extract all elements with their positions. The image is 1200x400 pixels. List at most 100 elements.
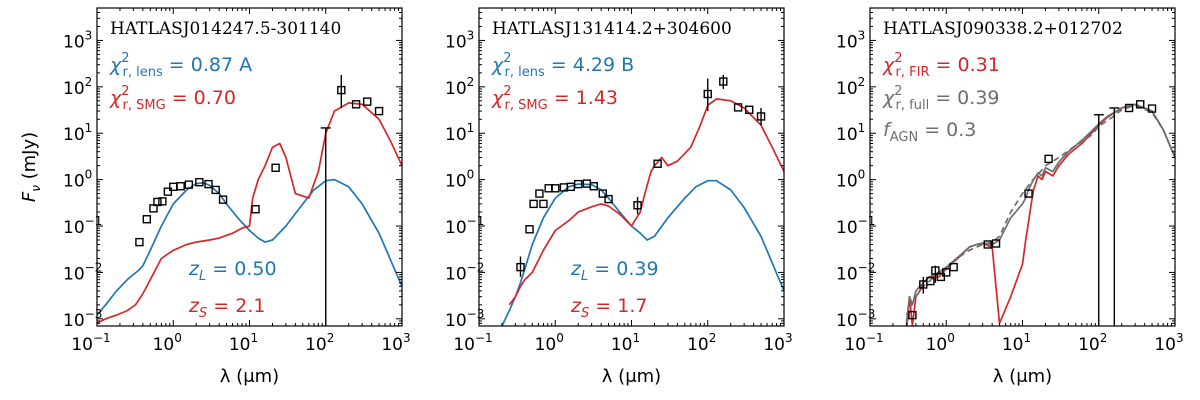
x-tick-label: 10−1 [71, 331, 110, 355]
y-tick-label: 101 [63, 121, 92, 145]
y-axis-label: Fν (mJy) [19, 132, 43, 202]
y-tick-label: 103 [63, 28, 92, 52]
data-point [374, 106, 384, 116]
y-tick-label: 100 [445, 168, 474, 192]
data-point [1136, 100, 1145, 109]
annotation-line2: χ2 r, SMG = 0.70 [109, 84, 236, 113]
data-point [598, 189, 607, 198]
axis-ticks [96, 7, 403, 327]
x-axis-label: λ (μm) [220, 366, 279, 387]
plot-area [905, 100, 1175, 326]
y-tick-label: 102 [836, 75, 865, 99]
data-point [184, 180, 194, 189]
data-point [551, 184, 560, 193]
data-point [703, 89, 712, 99]
annotation-zs: zS = 2.1 [188, 295, 265, 321]
data-point [211, 185, 220, 195]
data-point [633, 201, 642, 210]
y-tick-label: 10−2 [836, 260, 875, 284]
series-lens-line [97, 178, 402, 316]
plot-area [97, 74, 402, 326]
x-tick-label: 103 [763, 331, 792, 355]
panel-agn: 10−1 100 101 102 103 10−3 10−2 10−1 100 101 102 103… [836, 7, 1184, 387]
y-tick-label: 102 [445, 75, 474, 99]
data-point [1124, 103, 1134, 113]
data-point [535, 189, 544, 198]
x-axis-label: λ (μm) [993, 366, 1052, 387]
x-tick-label: 102 [687, 331, 716, 355]
x-tick-label: 101 [611, 331, 640, 355]
y-tick-label: 10−3 [445, 307, 484, 331]
x-tick-label: 101 [1002, 331, 1031, 355]
data-point [926, 276, 935, 286]
data-point [351, 100, 361, 109]
series-agn-line [905, 104, 1175, 316]
annotation-line1: χ2 r, lens = 4.29 B [491, 51, 634, 80]
series-smg-line [97, 102, 402, 325]
axis-ticks [869, 7, 1176, 327]
data-point [529, 199, 538, 209]
data-point [176, 182, 185, 191]
data-point [142, 215, 152, 224]
data-point [163, 187, 173, 196]
plot-area [501, 74, 784, 326]
series-smg-line [508, 98, 784, 306]
panel-lens-b: 10−1 100 101 102 103 10−3 10−2 10−1 100 101 102 103… [445, 7, 793, 387]
data-point [756, 112, 766, 121]
x-axis-label: λ (μm) [602, 366, 661, 387]
data-point [525, 225, 534, 234]
data-point [745, 105, 754, 114]
y-tick-label: 10−1 [836, 214, 875, 238]
data-point [949, 262, 958, 272]
annotation-line2: χ2 r, SMG = 1.43 [491, 84, 618, 113]
y-tick-label: 10−2 [63, 260, 102, 284]
annotation-line2: χ2 r, full = 0.39 [882, 84, 1000, 113]
x-tick-label: 100 [926, 331, 955, 355]
data-point [1044, 154, 1053, 164]
data-point [908, 310, 917, 320]
data-point [733, 103, 743, 112]
y-tick-label: 100 [63, 168, 92, 192]
x-tick-label: 103 [1154, 331, 1183, 355]
x-tick-label: 10−1 [453, 331, 492, 355]
y-tick-label: 10−3 [63, 307, 102, 331]
annotation-line3: fAGN = 0.3 [883, 119, 976, 145]
y-tick-label: 10−3 [836, 307, 875, 331]
data-point [942, 268, 951, 277]
annotation-line1: χ2 r, lens = 0.87 A [109, 51, 252, 80]
data-point [363, 97, 372, 106]
plot-frame [869, 7, 1176, 327]
data-point [153, 197, 162, 207]
data-point [1147, 104, 1157, 113]
panel-title: HATLASJ090338.2+012702 [883, 19, 1123, 39]
y-tick-label: 100 [836, 168, 865, 192]
data-point [271, 163, 280, 172]
data-point [931, 266, 940, 275]
y-tick-label: 102 [63, 75, 92, 99]
axis-ticks [478, 7, 785, 327]
series-lens-line [501, 179, 784, 326]
x-tick-label: 100 [153, 331, 182, 355]
x-tick-label: 101 [229, 331, 258, 355]
data-point [337, 85, 346, 95]
y-tick-label: 101 [445, 121, 474, 145]
data-point [653, 159, 662, 168]
data-point [516, 262, 525, 272]
x-tick-label: 102 [305, 331, 334, 355]
data-point [936, 272, 946, 282]
data-point [604, 194, 613, 204]
data-point [991, 239, 1001, 248]
data-point [204, 179, 213, 189]
data-point [218, 195, 228, 204]
data-point [539, 199, 548, 209]
y-tick-label: 10−1 [445, 214, 484, 238]
y-tick-label: 10−2 [445, 260, 484, 284]
x-tick-label: 103 [381, 331, 410, 355]
annotation-line1: χ2 r, FIR = 0.31 [882, 51, 1000, 80]
data-point [983, 240, 992, 249]
panel-lens-a: 10−1 100 101 102 103 10−3 10−2 10−1 100 101 102 103… [19, 7, 411, 387]
y-tick-label: 10−1 [63, 214, 102, 238]
y-tick-label: 103 [445, 28, 474, 52]
annotation-zl: zL = 0.50 [188, 258, 277, 284]
